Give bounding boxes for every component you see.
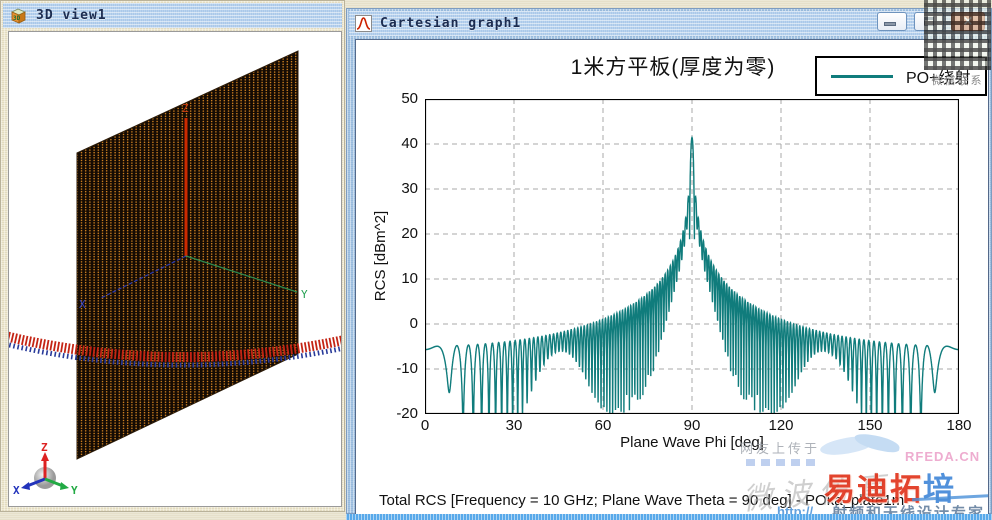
close-icon: × (962, 14, 974, 29)
y-tick-label: 0 (409, 315, 418, 332)
x-tick-label: 150 (857, 417, 883, 434)
x-tick-label: 0 (420, 417, 430, 434)
plot-area (424, 98, 960, 415)
y-tick-label: -10 (396, 360, 418, 377)
maximize-icon (924, 17, 934, 26)
axis-triad: Z X Y (13, 441, 78, 497)
y-tick-label: -20 (396, 405, 418, 422)
minimize-button[interactable] (877, 12, 907, 31)
3d-view-window: 3D 3D view1 (0, 0, 345, 512)
legend: PO+绕射 (815, 56, 987, 96)
watermark-brand-underline (911, 493, 988, 502)
svg-text:3D: 3D (13, 15, 21, 22)
x-tick-label: 120 (768, 417, 794, 434)
graph-curve-icon (355, 15, 372, 32)
farfield-arc-blue (9, 342, 341, 368)
x-tick-label: 180 (946, 417, 972, 434)
scene-x-axis-label: X (79, 298, 86, 311)
scene-x-axis (100, 255, 187, 299)
scene-z-axis-label: Z (182, 102, 189, 115)
y-tick-label: 40 (401, 135, 418, 152)
3d-scene: Z X Y Z X (9, 50, 341, 497)
plot-canvas (424, 98, 960, 415)
maximize-button[interactable] (914, 12, 944, 31)
y-tick-label: 30 (401, 180, 418, 197)
chart-subtitle: Total RCS [Frequency = 10 GHz; Plane Wav… (379, 492, 905, 509)
triad-x-label: X (13, 484, 20, 497)
cartesian-graph-title: Cartesian graph1 (380, 16, 522, 31)
minimize-icon (884, 22, 896, 26)
scene-y-axis (185, 255, 298, 293)
3d-view-titlebar[interactable]: 3D 3D view1 (3, 3, 342, 28)
watermark-site: RFEDA.CN (905, 449, 981, 464)
y-tick-label: 50 (401, 90, 418, 107)
farfield-arc-red (9, 331, 341, 363)
x-tick-label: 60 (594, 417, 612, 434)
watermark-wing-logo (818, 431, 904, 468)
cartesian-graph-window: Cartesian graph1 × 1米方平板(厚度为零) PO+绕射 50 4… (346, 8, 992, 515)
close-button[interactable]: × (951, 12, 985, 31)
3d-viewport[interactable]: Z X Y Z X (8, 31, 342, 507)
y-tick-label: 10 (401, 270, 418, 287)
triad-z-label: Z (41, 441, 48, 454)
scene-y-axis-label: Y (301, 288, 308, 301)
legend-line-swatch (831, 74, 893, 78)
triad-y-label: Y (71, 484, 78, 497)
x-axis-label: Plane Wave Phi [deg] (620, 434, 764, 451)
legend-label: PO+绕射 (906, 70, 971, 87)
chart-title: 1米方平板(厚度为零) (570, 56, 776, 79)
y-axis-label: RCS [dBm^2] (372, 210, 389, 302)
graph-content: 1米方平板(厚度为零) PO+绕射 50 40 30 20 10 0 -10 -20 0 30 6… (355, 39, 989, 515)
3d-cube-icon: 3D (11, 8, 26, 24)
x-tick-label: 30 (505, 417, 523, 434)
window-bottom-edge (346, 514, 992, 520)
watermark-squares (746, 459, 815, 466)
y-tick-label: 20 (401, 225, 418, 242)
3d-view-title: 3D view1 (36, 8, 107, 23)
x-tick-label: 90 (683, 417, 701, 434)
